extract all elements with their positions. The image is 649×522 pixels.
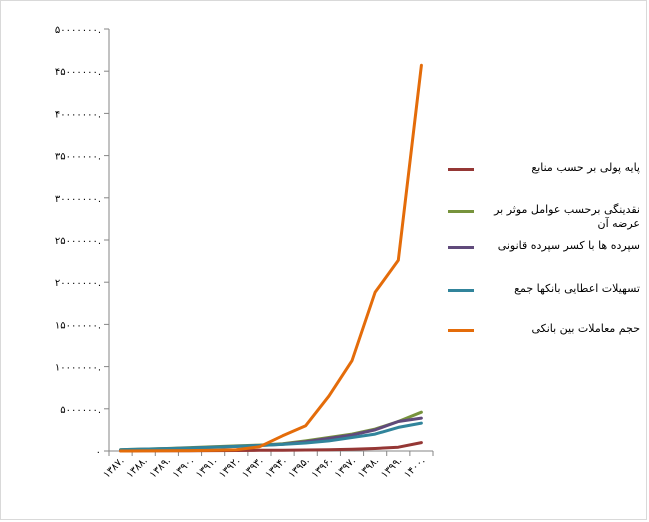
x-tick-label: ۱۳۸۷. [101,455,126,480]
x-tick-label: ۱۳۹۵. [287,455,312,480]
x-tick-label: ۱۳۹۴. [263,455,288,480]
y-tick-label: ۱۰۰۰۰۰۰۰. [55,363,101,374]
x-tick-label: ۱۴۰۰. [402,455,427,480]
legend-label: تسهیلات اعطایی بانکها جمع [514,282,640,295]
y-tick-label: ۳۵۰۰۰۰۰۰. [55,152,101,163]
legend-swatch [448,329,474,332]
y-tick-label: ۵۰۰۰۰۰۰. [60,405,101,416]
legend-label: پایه پولی بر حسب منابع [531,161,640,174]
x-tick-label: ۱۳۸۸. [125,455,150,480]
series-line [119,63,423,453]
legend-swatch [448,289,474,292]
y-tick-label: ۴۰۰۰۰۰۰۰. [55,109,101,120]
series-line [119,421,423,452]
y-tick-label: ۲۰۰۰۰۰۰۰. [55,278,101,289]
y-axis: ۰ ۵۰۰۰۰۰۰. ۱۰۰۰۰۰۰۰. ۱۵۰۰۰۰۰۰. ۲۰۰۰۰۰۰۰. ۲۵۰۰… [55,25,110,458]
x-tick-label: ۱۳۹۸. [356,455,381,480]
x-tick-label: ۱۳۹۶. [310,455,335,480]
y-tick-label: ۰ [96,447,101,458]
x-tick-label: ۱۳۹۱. [194,455,219,480]
legend-label: نقدینگی برحسب عوامل موثر بر عرضه آن [494,203,640,230]
series-lines [119,63,423,453]
y-tick-label: ۱۵۰۰۰۰۰۰. [55,320,101,331]
x-tick-label: ۱۳۸۹. [148,455,173,480]
legend-swatch [448,210,474,213]
y-tick-label: ۵۰۰۰۰۰۰۰. [55,25,101,36]
x-axis: ۱۳۸۷.۱۳۸۸.۱۳۸۹.۱۳۹۰.۱۳۹۱.۱۳۹۲.۱۳۹۳.۱۳۹۴.… [101,450,434,481]
x-tick-label: ۱۳۹۹. [379,455,404,480]
legend-swatch [448,168,474,171]
y-tick-label: ۳۰۰۰۰۰۰۰. [55,194,101,205]
legend-label: حجم معاملات بین بانکی [531,322,640,335]
x-tick-label: ۱۳۹۰. [171,455,196,480]
x-tick-label: ۱۳۹۳. [240,455,265,480]
y-tick-label: ۴۵۰۰۰۰۰۰. [55,67,101,78]
x-tick-label: ۱۳۹۷. [333,455,358,480]
y-tick-label: ۲۵۰۰۰۰۰۰. [55,236,101,247]
legend-swatch [448,246,474,249]
legend-label: سپرده ها با کسر سپرده قانونی [497,239,640,252]
x-tick-label: ۱۳۹۲. [217,455,242,480]
